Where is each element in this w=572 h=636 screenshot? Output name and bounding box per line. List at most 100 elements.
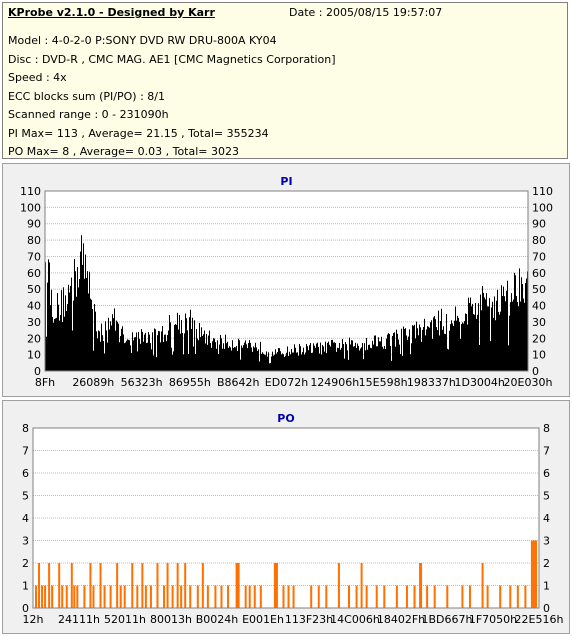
pi-bar [219,344,220,371]
pi-xtick: 20E030h [504,376,553,389]
pi-bar [492,301,493,371]
pi-bar [410,354,411,371]
pi-bar [404,328,405,371]
pi-bar [152,332,153,371]
pi-bar [313,343,314,371]
pi-bar [224,348,225,371]
po-ytick-right: 3 [543,535,550,548]
pi-bar [340,349,341,371]
pi-bar [430,322,431,371]
pi-bar [435,319,436,371]
pi-bar [387,334,388,371]
pi-bar [137,351,138,371]
pi-bar [83,243,84,371]
pi-bar [221,338,222,371]
po-bar [236,563,239,608]
pi-bar [270,362,271,371]
pi-bar [57,293,58,371]
pi-bar [323,346,324,371]
pi-bar [164,334,165,371]
pi-bar [400,354,401,371]
po-xtick: 1F7050h [469,613,517,626]
pi-bar [242,347,243,371]
pi-chart: PI 0 0 10 10 20 20 30 30 40 40 50 50 60 60 70 70 80 80 90 90… [20,175,553,389]
pi-chart-title: PI [280,175,292,188]
pi-bar [351,340,352,371]
pi-ytick-left: 20 [27,332,41,345]
po-bar [235,563,238,608]
pi-bar [393,332,394,371]
pi-bar [402,355,403,371]
pi-bar [439,335,440,371]
po-bar [123,585,126,608]
pi-bar [165,334,166,371]
pi-bar [494,296,495,371]
pi-bar [93,350,94,371]
pi-bar [130,345,131,371]
po-series [35,540,537,608]
pi-bar [157,335,158,371]
pi-bar [511,293,512,371]
po-bar [227,585,230,608]
pi-bar [180,333,181,371]
po-bar [516,585,519,608]
pi-bar [105,321,106,371]
pi-bar [431,320,432,371]
pi-bar [92,308,93,371]
pi-bar [85,254,86,371]
pi-bar [290,354,291,371]
pi-bar [453,325,454,371]
pi-ytick-left: 110 [20,185,41,198]
pi-bar [354,346,355,371]
pi-bar [63,287,64,371]
pi-bar [375,335,376,371]
disc-line: Disc : DVD-R , CMC MAG. AE1 [CMC Magneti… [8,53,336,66]
pi-xtick: 86955h [169,376,211,389]
pi-bar [215,342,216,371]
pi-bar [454,320,455,371]
pi-bar [416,321,417,371]
pi-bar [341,347,342,371]
pi-bar [129,340,130,371]
pi-bar [358,345,359,371]
pi-bar [251,347,252,371]
pi-bar [389,334,390,371]
pi-bar [234,346,235,371]
pi-bar [414,324,415,371]
pi-bar [318,347,319,371]
po-bar [41,585,44,608]
pi-bar [322,344,323,371]
pi-bar [277,352,278,371]
pi-bar [136,332,137,371]
po-ytick-right: 4 [543,512,550,525]
pi-bar [357,343,358,371]
pi-bar [122,326,123,371]
po-bar [287,585,290,608]
pi-bar [476,318,477,371]
po-bar [337,563,340,608]
pi-ytick-left: 30 [27,316,41,329]
pi-bar [369,344,370,371]
pi-bar [48,259,49,371]
pi-bar [434,316,435,371]
pi-bar [408,336,409,371]
pi-bar [388,333,389,371]
pi-bar [247,348,248,371]
pi-bar [240,359,241,371]
pi-bar [458,317,459,371]
po-bar [274,563,277,608]
pi-bar [133,340,134,371]
pi-bar [241,345,242,371]
pi-bar [522,283,523,371]
po-ytick-left: 2 [22,557,29,570]
pi-bar [47,282,48,371]
pi-bar [72,330,73,371]
pi-bar [156,357,157,371]
pi-ytick-left: 80 [27,234,41,247]
pi-bar [246,344,247,371]
pi-bar [106,330,107,371]
pi-bar [486,293,487,371]
pi-bar [81,235,82,371]
pi-ytick-left: 10 [27,349,41,362]
po-bar [420,563,423,608]
